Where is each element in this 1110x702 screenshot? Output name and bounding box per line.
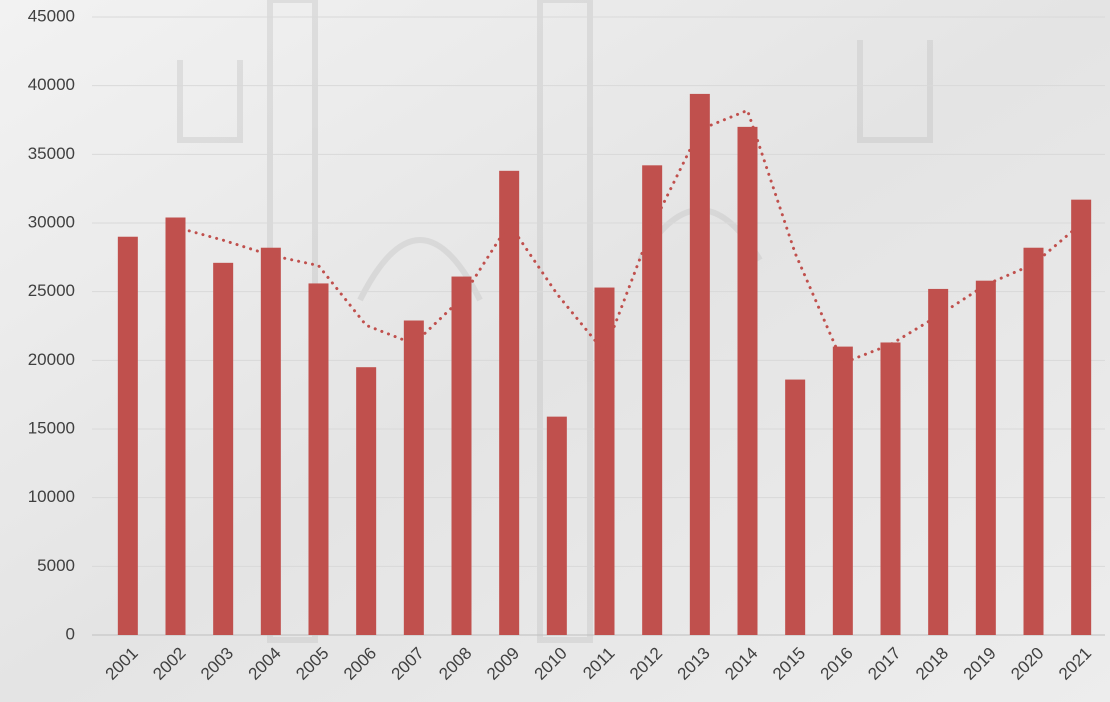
y-tick-label: 0 [66, 624, 75, 643]
bar [118, 237, 138, 635]
bar [547, 417, 567, 635]
bar [833, 347, 853, 635]
bar [452, 277, 472, 635]
bar [881, 342, 901, 635]
y-tick-label: 20000 [28, 350, 75, 369]
bar [261, 248, 281, 635]
bar [976, 281, 996, 635]
y-tick-label: 40000 [28, 75, 75, 94]
bar [690, 94, 710, 635]
bar [738, 127, 758, 635]
y-tick-label: 15000 [28, 418, 75, 437]
y-tick-label: 5000 [37, 556, 75, 575]
bar [309, 283, 329, 635]
bar [595, 288, 615, 635]
bar [213, 263, 233, 635]
bar [499, 171, 519, 635]
y-tick-label: 45000 [28, 6, 75, 25]
bar [1071, 200, 1091, 635]
bar [1024, 248, 1044, 635]
y-tick-label: 25000 [28, 281, 75, 300]
y-tick-label: 10000 [28, 487, 75, 506]
bar [642, 165, 662, 635]
bar [356, 367, 376, 635]
page: 0 5000 10000 15000 20000 25000 30000 35000 40000… [0, 0, 1110, 702]
chart: 0 5000 10000 15000 20000 25000 30000 35000 40000… [0, 0, 1110, 702]
y-tick-label: 35000 [28, 144, 75, 163]
bar [166, 218, 186, 635]
bar [785, 380, 805, 635]
bar [928, 289, 948, 635]
y-tick-label: 30000 [28, 212, 75, 231]
bar [404, 321, 424, 635]
